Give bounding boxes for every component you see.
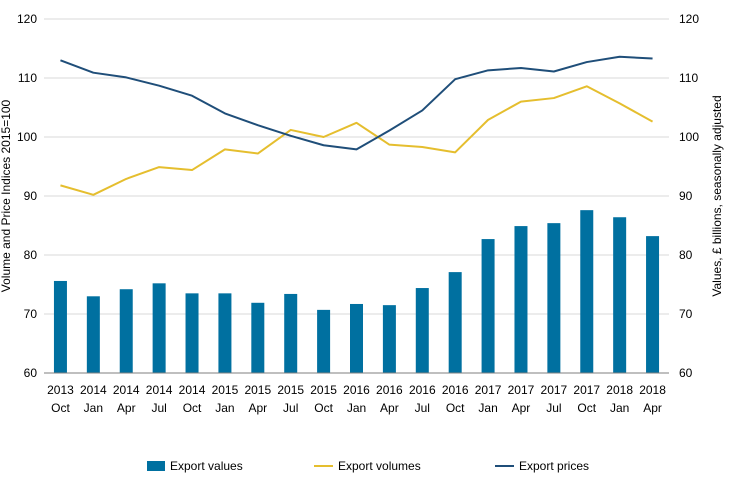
bar [448,272,462,373]
bar [613,217,627,373]
bar [415,288,429,373]
legend-label: Export prices [519,459,589,473]
x-tick-label: 2014 [179,383,206,397]
x-tick-label: 2014 [113,383,140,397]
x-tick-label: Oct [183,401,202,415]
x-tick-label: Jul [415,401,430,415]
left-tick-label: 110 [18,71,37,85]
x-tick-label: Jan [610,401,629,415]
x-tick-label: 2018 [606,383,633,397]
x-tick-label: Jul [283,401,298,415]
right-tick-label: 70 [679,307,693,321]
x-tick-label: Oct [446,401,465,415]
legend-label: Export values [170,459,243,473]
x-tick-label: 2017 [508,383,535,397]
x-tick-label: Jan [478,401,497,415]
bar [53,280,67,373]
x-axis-ticks: 2013 Oct 2014 Jan 2014 Apr 2014 Jul 2014 Oct 2015 J… [47,383,666,415]
x-tick-label: 2016 [442,383,469,397]
x-tick-label: Jan [84,401,103,415]
x-tick-label: 2013 [47,383,74,397]
x-tick-label: Jan [347,401,366,415]
right-tick-label: 120 [679,12,699,26]
gridlines [44,18,669,315]
left-tick-label: 70 [24,307,38,321]
left-tick-label: 60 [24,366,38,380]
x-tick-label: 2014 [146,383,173,397]
right-tick-label: 90 [679,189,693,203]
x-tick-label: Oct [314,401,333,415]
right-tick-label: 100 [679,130,699,144]
bar [119,289,133,373]
left-tick-label: 100 [17,130,37,144]
left-tick-label: 90 [24,189,38,203]
bar [514,226,528,373]
bar [547,223,561,373]
x-tick-label: Apr [643,401,662,415]
x-tick-label: Apr [117,401,136,415]
x-tick-label: 2014 [80,383,107,397]
bar [185,293,199,373]
x-tick-label: Jan [215,401,234,415]
bar [646,236,660,373]
bar [218,293,232,373]
x-tick-label: 2017 [541,383,568,397]
x-tick-label: 2015 [310,383,337,397]
x-tick-label: 2017 [475,383,502,397]
left-tick-label: 120 [17,12,37,26]
x-tick-label: 2015 [277,383,304,397]
right-tick-label: 60 [679,366,693,380]
x-tick-label: 2016 [409,383,436,397]
x-tick-label: Apr [512,401,531,415]
x-tick-label: Oct [51,401,70,415]
right-tick-label: 80 [679,248,693,262]
bar [382,305,396,373]
left-axis-label: Volume and Price Indices 2015=100 [0,99,13,292]
line-series [60,55,654,196]
x-tick-label: 2015 [212,383,239,397]
right-axis-ticks: 60 70 80 90 100 110 120 [679,12,699,380]
x-tick-label: 2018 [639,383,666,397]
x-tick-label: 2016 [376,383,403,397]
x-tick-label: Jul [546,401,561,415]
left-axis-ticks: 60 70 80 90 100 110 120 [17,12,37,380]
bar [152,283,166,373]
bar [481,239,495,373]
x-tick-label: 2015 [244,383,271,397]
left-tick-label: 80 [24,248,38,262]
x-tick-label: Apr [380,401,399,415]
x-tick-label: 2016 [343,383,370,397]
export-prices-line [60,55,653,151]
bar [350,303,363,373]
bar [251,302,265,373]
bar [580,210,594,373]
x-tick-label: Oct [577,401,596,415]
right-axis-label: Values, £ billions, seasonally adjusted [710,95,724,296]
x-tick-label: 2017 [573,383,600,397]
bar [86,296,100,373]
legend-swatch [147,461,165,471]
right-tick-label: 110 [679,71,698,85]
x-tick-label: Apr [248,401,267,415]
bar [317,309,331,373]
x-tick-label: Jul [151,401,166,415]
bar-series [53,210,660,373]
legend-label: Export volumes [338,459,421,473]
bar [284,293,298,373]
legend: Export values Export volumes Export prices [147,459,589,473]
export-volumes-line [60,85,654,196]
